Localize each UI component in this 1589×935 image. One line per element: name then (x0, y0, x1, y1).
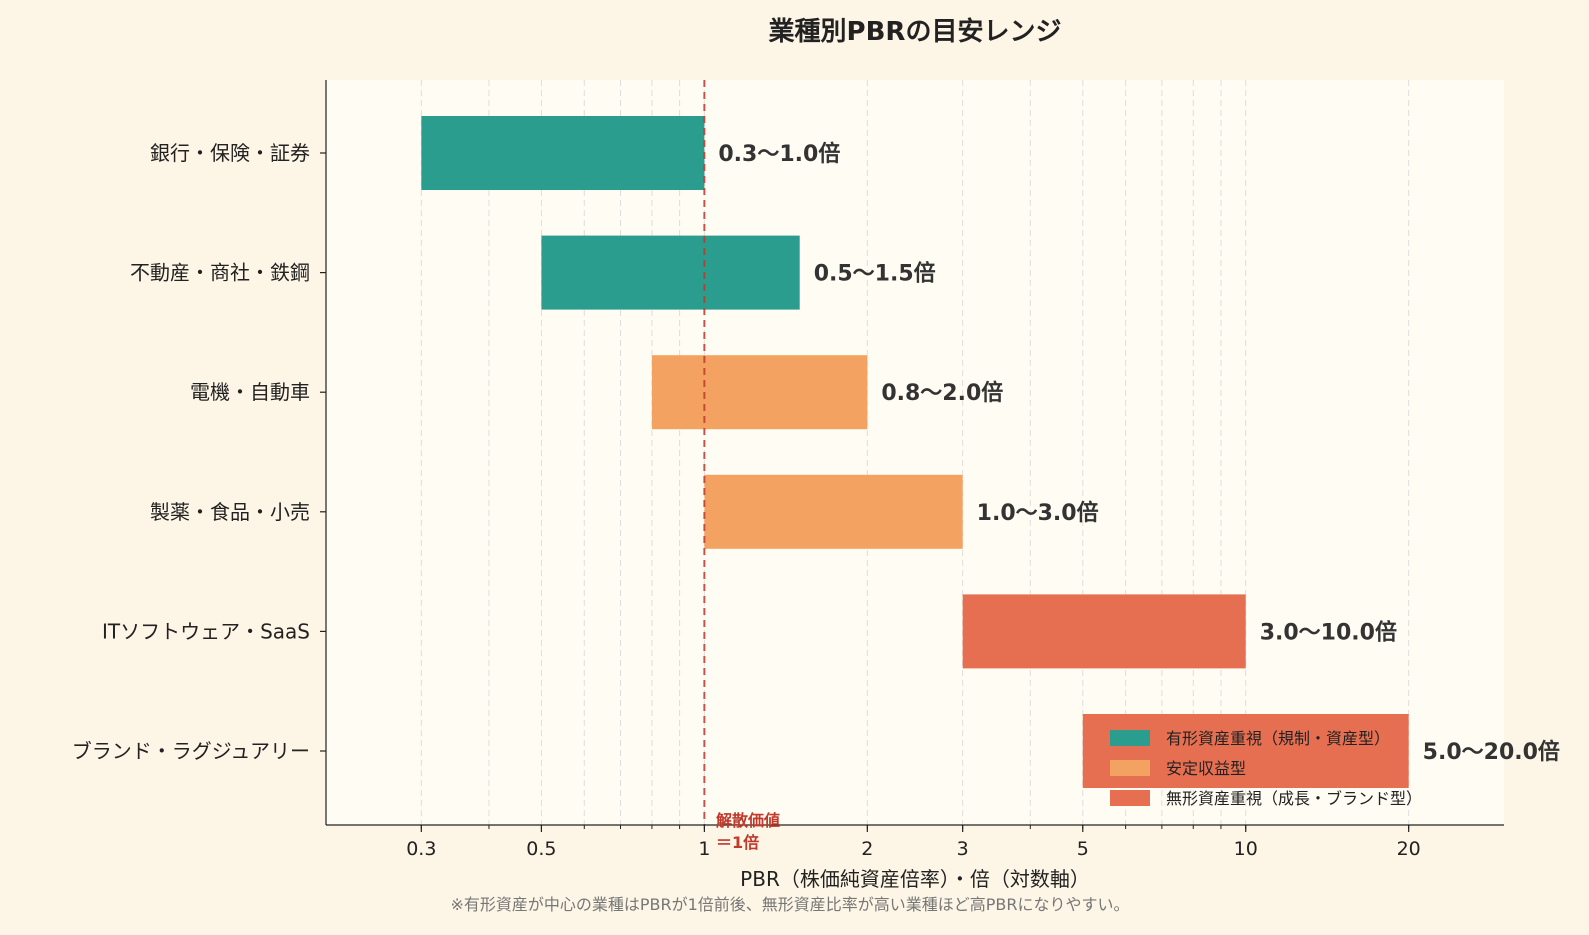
y-tick-label: 製薬・食品・小売 (150, 500, 310, 524)
legend-label: 無形資産重視（成長・ブランド型） (1166, 789, 1422, 808)
reference-line-label-2: ＝1倍 (716, 833, 759, 852)
x-tick-label: 1 (698, 838, 710, 860)
bar-value-label: 0.5〜1.5倍 (814, 261, 936, 287)
x-axis-label: PBR（株価純資産倍率）・倍（対数軸） (740, 867, 1090, 891)
y-tick-label: 不動産・商社・鉄鋼 (130, 261, 310, 285)
x-tick-label: 2 (861, 838, 873, 860)
bar-value-label: 0.8〜2.0倍 (881, 380, 1003, 406)
labels: 0.3〜1.0倍 0.5〜1.5倍 0.8〜2.0倍 1.0〜3.0倍 3.0〜10.0… (718, 141, 1560, 765)
bar-value-label: 1.0〜3.0倍 (977, 500, 1099, 526)
legend-label: 有形資産重視（規制・資産型） (1166, 729, 1390, 748)
x-tick-label: 10 (1234, 838, 1258, 860)
legend-swatch (1110, 760, 1150, 776)
range-bar (541, 235, 800, 310)
range-bars (421, 116, 1409, 788)
range-bar (421, 116, 705, 190)
footnote: ※有形資産が中心の業種はPBRが1倍前後、無形資産比率が高い業種ほど高PBRにな… (450, 895, 1129, 914)
legend-swatch (1110, 790, 1150, 806)
range-bar (962, 594, 1246, 669)
x-tick-label: 0.5 (526, 838, 556, 860)
y-tick-label: 電機・自動車 (190, 380, 310, 404)
legend-swatch (1110, 730, 1150, 746)
range-bar (704, 474, 963, 549)
reference-line-label-1: 解散価値 (716, 811, 780, 830)
y-tick-label: ITソフトウェア・SaaS (102, 619, 310, 643)
chart-title: 業種別PBRの目安レンジ (769, 17, 1062, 47)
x-tick-label: 3 (957, 838, 969, 860)
y-tick-label: ブランド・ラグジュアリー (72, 739, 310, 763)
x-tick-label: 5 (1077, 838, 1089, 860)
x-tick-label: 0.3 (406, 838, 436, 860)
plot-background (326, 80, 1504, 825)
bar-value-label: 3.0〜10.0倍 (1260, 619, 1397, 645)
grid-lines (420, 80, 1410, 829)
bar-value-label: 0.3〜1.0倍 (718, 141, 840, 167)
y-tick-label: 銀行・保険・証券 (150, 141, 310, 165)
x-tick-label: 20 (1397, 838, 1421, 860)
legend-label: 安定収益型 (1166, 759, 1246, 778)
range-bar (651, 355, 868, 430)
bar-value-label: 5.0〜20.0倍 (1423, 739, 1560, 765)
